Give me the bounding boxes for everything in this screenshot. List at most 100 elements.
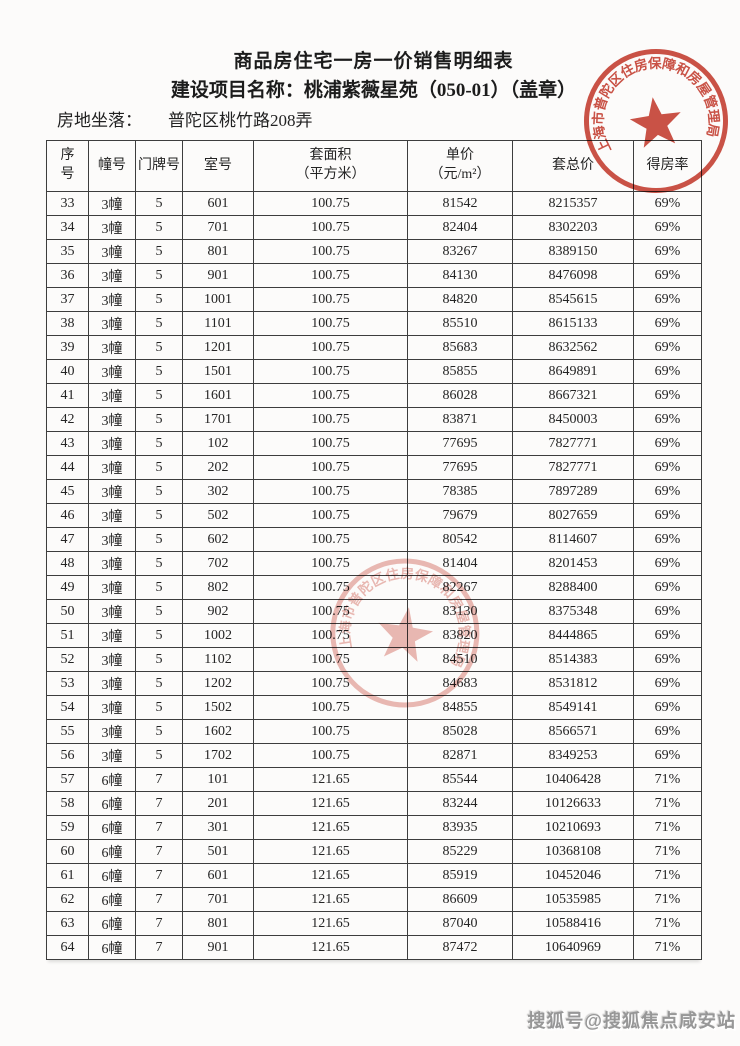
table-cell: 52 [46, 647, 89, 672]
table-cell: 601 [182, 863, 254, 888]
table-cell: 3幢 [88, 359, 136, 384]
table-cell: 502 [182, 503, 254, 528]
table-cell: 51 [46, 623, 89, 648]
table-cell: 38 [46, 311, 89, 336]
table-cell: 56 [46, 743, 89, 768]
table-row: 55 3幢 5 1602 100.75 85028 8566571 69% [46, 719, 702, 744]
table-cell: 6幢 [88, 935, 136, 960]
table-cell: 83244 [407, 791, 513, 816]
table-cell: 77695 [407, 431, 513, 456]
table-cell: 7827771 [512, 455, 634, 480]
table-cell: 37 [46, 287, 89, 312]
table-cell: 85855 [407, 359, 513, 384]
page-title: 商品房住宅一房一价销售明细表 [233, 51, 514, 72]
table-cell: 3幢 [88, 383, 136, 408]
table-row: 43 3幢 5 102 100.75 77695 7827771 69% [46, 431, 702, 456]
table-cell: 71% [633, 935, 702, 960]
table-cell: 1001 [182, 287, 254, 312]
table-cell: 3幢 [88, 551, 136, 576]
table-row: 40 3幢 5 1501 100.75 85855 8649891 69% [46, 359, 702, 384]
table-cell: 100.75 [253, 671, 408, 696]
table-cell: 81542 [407, 191, 513, 216]
table-cell: 5 [135, 599, 183, 624]
table-cell: 83130 [407, 599, 513, 624]
table-row: 53 3幢 5 1202 100.75 84683 8531812 69% [46, 671, 702, 696]
table-cell: 602 [182, 527, 254, 552]
table-cell: 64 [46, 935, 89, 960]
table-cell: 100.75 [253, 215, 408, 240]
table-cell: 5 [135, 311, 183, 336]
table-body: 33 3幢 5 601 100.75 81542 8215357 69% 34 3幢 5 701 100… [46, 191, 702, 960]
table-cell: 5 [135, 191, 183, 216]
table-row: 47 3幢 5 602 100.75 80542 8114607 69% [46, 527, 702, 552]
table-cell: 6幢 [88, 815, 136, 840]
table-cell: 82267 [407, 575, 513, 600]
table-cell: 87040 [407, 911, 513, 936]
table-cell: 3幢 [88, 431, 136, 456]
table-cell: 100.75 [253, 503, 408, 528]
table-cell: 10452046 [512, 863, 634, 888]
table-cell: 71% [633, 791, 702, 816]
table-cell: 5 [135, 551, 183, 576]
table-cell: 802 [182, 575, 254, 600]
table-row: 58 6幢 7 201 121.65 83244 10126633 71% [46, 791, 702, 816]
table-cell: 121.65 [253, 791, 408, 816]
table-cell: 3幢 [88, 719, 136, 744]
table-cell: 10126633 [512, 791, 634, 816]
table-cell: 7827771 [512, 431, 634, 456]
col-header-unit-price-line1: 单价 [446, 148, 474, 164]
table-cell: 100.75 [253, 431, 408, 456]
table-cell: 69% [633, 623, 702, 648]
table-cell: 701 [182, 887, 254, 912]
table-cell: 85229 [407, 839, 513, 864]
table-cell: 301 [182, 815, 254, 840]
table-cell: 69% [633, 359, 702, 384]
table-cell: 84820 [407, 287, 513, 312]
table-cell: 5 [135, 695, 183, 720]
table-cell: 69% [633, 431, 702, 456]
table-cell: 69% [633, 311, 702, 336]
table-cell: 6幢 [88, 767, 136, 792]
table-cell: 10640969 [512, 935, 634, 960]
table-cell: 5 [135, 719, 183, 744]
table-cell: 77695 [407, 455, 513, 480]
table-cell: 69% [633, 599, 702, 624]
table-cell: 100.75 [253, 551, 408, 576]
table-row: 63 6幢 7 801 121.65 87040 10588416 71% [46, 911, 702, 936]
table-cell: 3幢 [88, 623, 136, 648]
table-cell: 69% [633, 335, 702, 360]
table-cell: 63 [46, 911, 89, 936]
table-cell: 55 [46, 719, 89, 744]
table-cell: 86609 [407, 887, 513, 912]
table-cell: 7 [135, 791, 183, 816]
table-header: 序 号 幢号 门牌号 室号 套面积 （平方米） 单价 （元/m²） 套总价 得房… [46, 140, 702, 192]
table-cell: 5 [135, 287, 183, 312]
table-cell: 69% [633, 647, 702, 672]
table-cell: 85683 [407, 335, 513, 360]
table-cell: 5 [135, 263, 183, 288]
table-cell: 8531812 [512, 671, 634, 696]
table-cell: 69% [633, 479, 702, 504]
table-cell: 8549141 [512, 695, 634, 720]
table-cell: 5 [135, 527, 183, 552]
table-row: 44 3幢 5 202 100.75 77695 7827771 69% [46, 455, 702, 480]
table-row: 36 3幢 5 901 100.75 84130 8476098 69% [46, 263, 702, 288]
table-cell: 50 [46, 599, 89, 624]
col-header-seq: 序 号 [46, 140, 89, 192]
table-cell: 3幢 [88, 647, 136, 672]
table-cell: 34 [46, 215, 89, 240]
table-row: 54 3幢 5 1502 100.75 84855 8549141 69% [46, 695, 702, 720]
table-cell: 69% [633, 527, 702, 552]
table-row: 37 3幢 5 1001 100.75 84820 8545615 69% [46, 287, 702, 312]
table-cell: 100.75 [253, 239, 408, 264]
table-cell: 69% [633, 383, 702, 408]
table-row: 35 3幢 5 801 100.75 83267 8389150 69% [46, 239, 702, 264]
table-cell: 3幢 [88, 239, 136, 264]
table-cell: 100.75 [253, 191, 408, 216]
table-cell: 8349253 [512, 743, 634, 768]
table-cell: 100.75 [253, 623, 408, 648]
table-cell: 8632562 [512, 335, 634, 360]
table-cell: 83935 [407, 815, 513, 840]
col-header-room: 室号 [182, 140, 254, 192]
table-cell: 10210693 [512, 815, 634, 840]
